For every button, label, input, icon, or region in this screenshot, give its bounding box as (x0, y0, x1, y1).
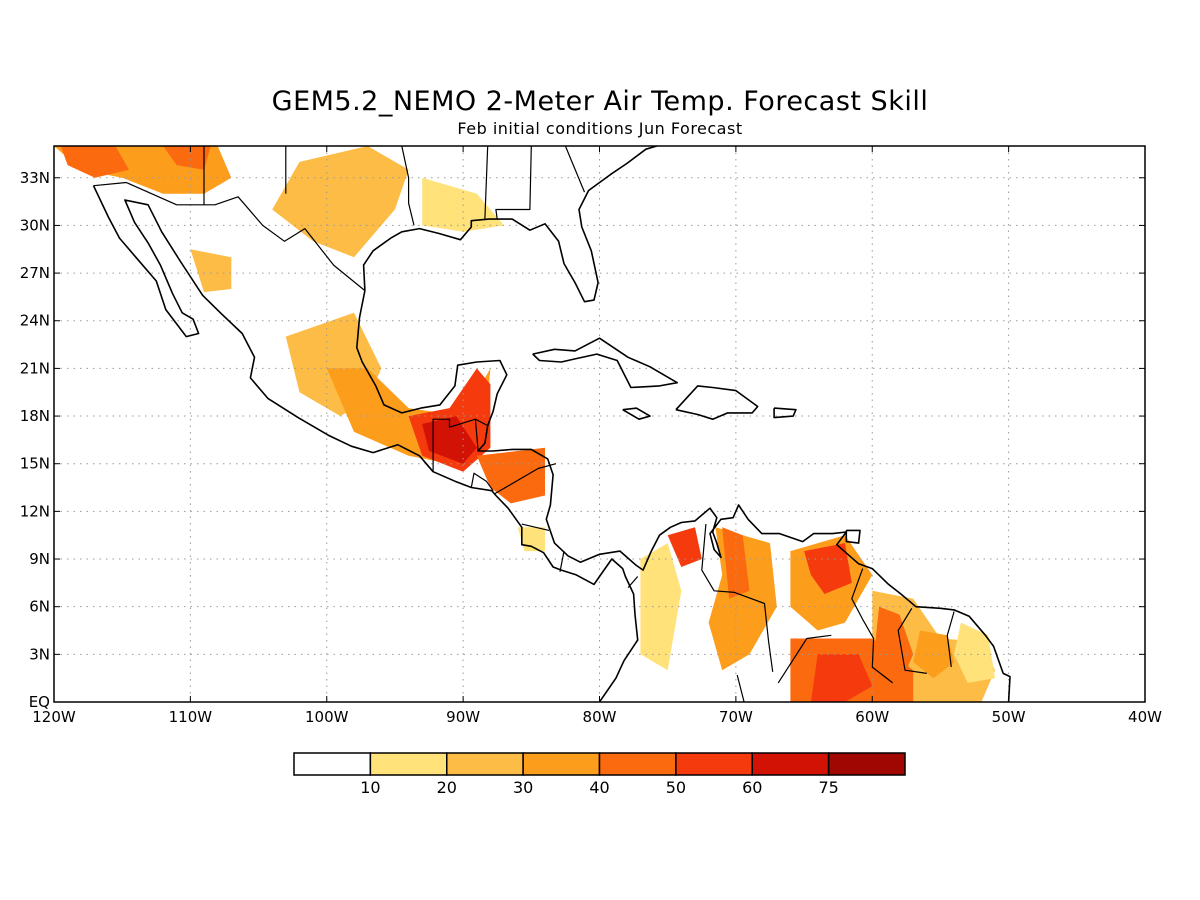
plot-frame (53, 145, 1146, 703)
lat-tick-label: 15N (20, 455, 50, 473)
lon-tick-label: 40W (1128, 708, 1162, 726)
country-border (701, 524, 774, 672)
country-border (564, 146, 586, 193)
country-border (475, 418, 488, 427)
country-border (627, 576, 639, 588)
coastline (532, 337, 679, 389)
lat-tick-label: 6N (29, 598, 50, 616)
colorbar-swatch (827, 752, 906, 776)
skill-region-colombia-n-core (667, 527, 702, 567)
country-border (495, 146, 532, 220)
colorbar-swatch (293, 752, 372, 776)
colorbar-label: 50 (666, 778, 686, 797)
coastline (92, 185, 639, 702)
lon-tick-label: 90W (446, 708, 480, 726)
colorbar-label: 30 (513, 778, 533, 797)
country-border (851, 568, 894, 684)
country-border (401, 146, 415, 226)
skill-region-suriname-core (913, 630, 955, 679)
coastline (773, 407, 797, 419)
country-border (93, 181, 366, 292)
coastline (845, 529, 861, 544)
skill-region-baja-spot (190, 249, 232, 293)
colorbar-swatch (522, 752, 601, 776)
lat-tick-label: 33N (20, 169, 50, 187)
map-title: GEM5.2_NEMO 2-Meter Air Temp. Forecast S… (271, 86, 929, 117)
colorbar-swatch (598, 752, 677, 776)
lat-tick-label: 3N (29, 645, 50, 663)
lat-tick-label: 12N (20, 502, 50, 520)
colorbar: 10 20 30 40 50 60 75 (293, 752, 906, 797)
country-border (736, 674, 745, 702)
skill-shading (54, 146, 995, 702)
colorbar-swatch (675, 752, 753, 776)
skill-region-venezuela-east-core (804, 543, 852, 594)
lon-tick-label: 120W (32, 708, 76, 726)
lat-tick-label: 21N (20, 359, 50, 377)
political-borders (93, 146, 955, 702)
skill-region-venezuela-west (708, 527, 777, 671)
lon-tick-label: 100W (305, 708, 349, 726)
map-subtitle: Feb initial conditions Jun Forecast (457, 119, 743, 138)
lon-tick-label: 110W (169, 708, 213, 726)
country-border (559, 550, 565, 572)
country-border (897, 607, 927, 674)
colorbar-label: 75 (818, 778, 838, 797)
lon-tick-label: 80W (583, 708, 617, 726)
skill-region-honduras (476, 447, 545, 504)
country-border (777, 634, 832, 684)
colorbar-label: 60 (742, 778, 762, 797)
coastline (675, 385, 759, 421)
lat-tick-label: 27N (20, 264, 50, 282)
lat-tick-label: 18N (20, 407, 50, 425)
country-border (494, 463, 557, 495)
lat-tick-label: 9N (29, 550, 50, 568)
skill-region-colombia-nw (640, 543, 682, 671)
colorbar-swatch (369, 752, 448, 776)
skill-region-nw-corner-core (60, 146, 129, 178)
coastline (355, 290, 1011, 702)
gridlines (54, 146, 1145, 702)
skill-region-french-guiana (954, 622, 995, 683)
colorbar-swatch (751, 752, 830, 776)
coastline (622, 407, 651, 421)
skill-region-az-core (163, 146, 211, 170)
skill-region-amazon-core (810, 654, 873, 702)
country-border (484, 146, 489, 220)
lat-tick-label: EQ (29, 693, 50, 711)
skill-region-texas-north (272, 146, 409, 258)
lat-tick-label: 24N (20, 312, 50, 330)
lon-tick-label: 70W (719, 708, 753, 726)
lat-tick-label: 30N (20, 216, 50, 234)
coastline (362, 146, 658, 303)
country-border (521, 523, 550, 531)
colorbar-label: 40 (589, 778, 609, 797)
country-border (470, 472, 494, 492)
colorbar-label: 10 (360, 778, 380, 797)
colorbar-swatch (446, 752, 524, 776)
lon-tick-label: 50W (992, 708, 1026, 726)
country-border (946, 611, 955, 668)
coastlines (92, 146, 1011, 702)
country-border (432, 418, 479, 472)
lon-tick-label: 60W (855, 708, 889, 726)
colorbar-label: 20 (437, 778, 457, 797)
